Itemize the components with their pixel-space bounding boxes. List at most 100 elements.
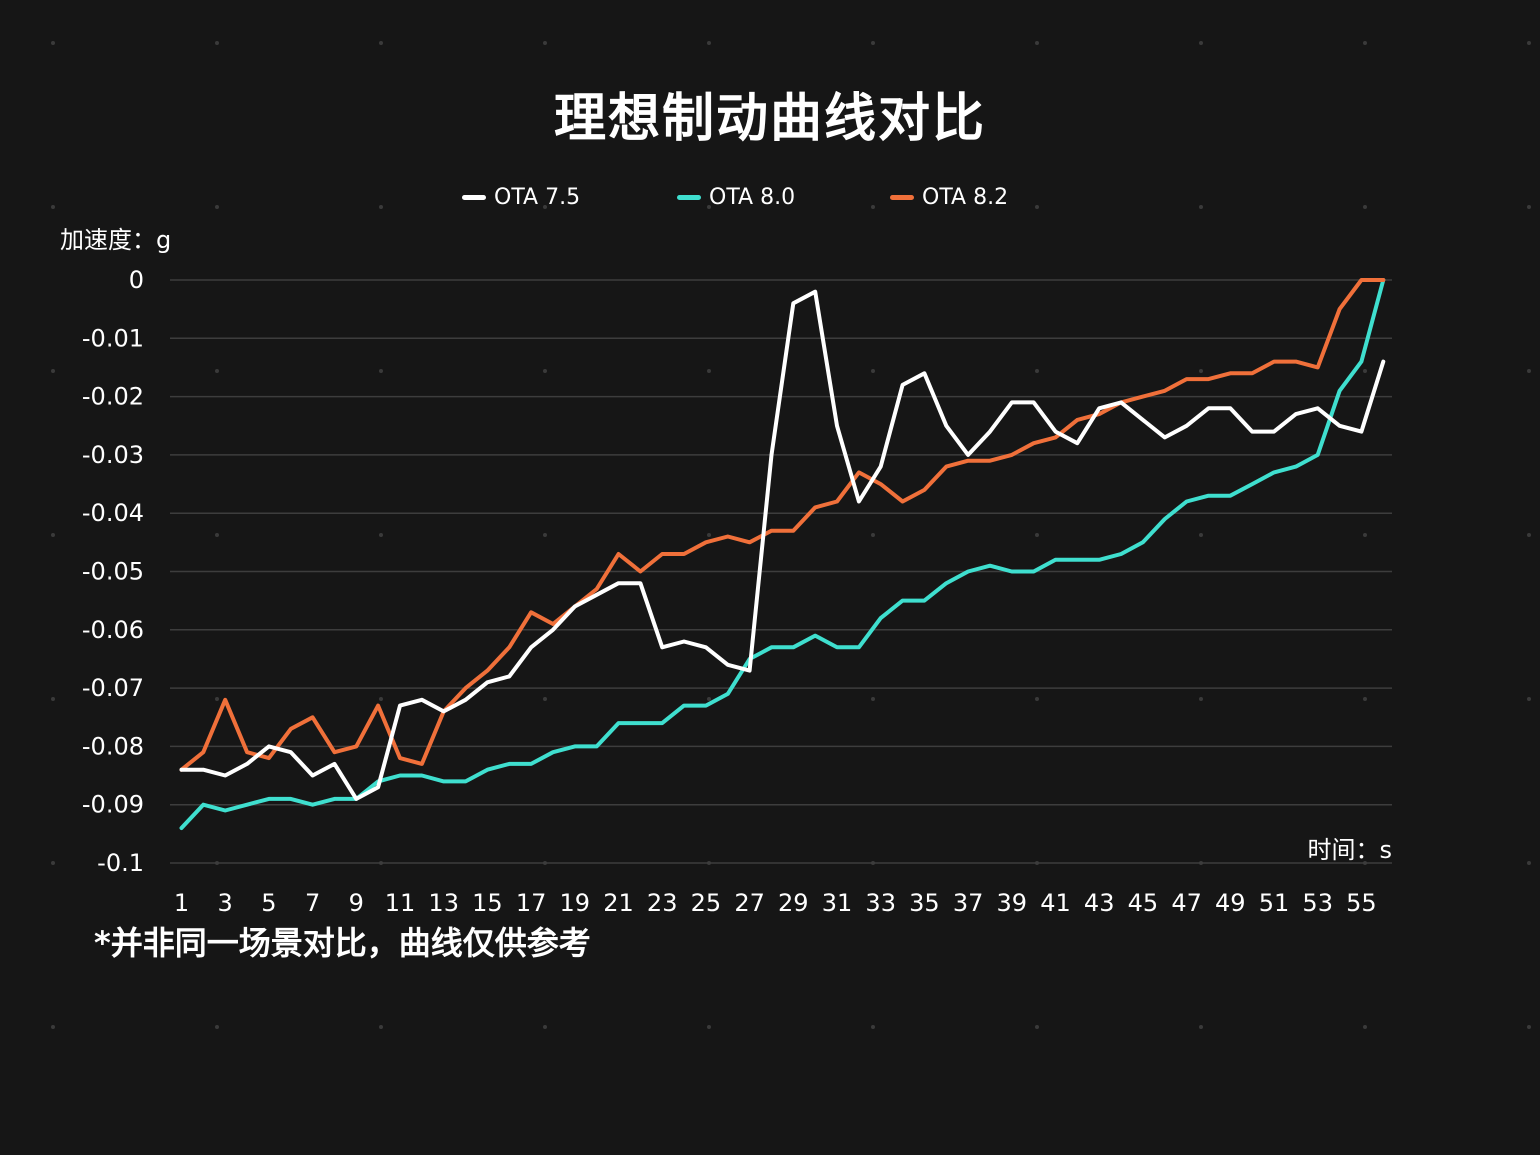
background-dot bbox=[1363, 1025, 1367, 1029]
background-dot bbox=[1035, 1025, 1039, 1029]
x-tick-label: 51 bbox=[1259, 889, 1290, 917]
x-tick-label: 53 bbox=[1302, 889, 1333, 917]
background-dot bbox=[707, 1025, 711, 1029]
background-dot bbox=[707, 697, 711, 701]
x-tick-label: 9 bbox=[349, 889, 364, 917]
x-tick-label: 35 bbox=[909, 889, 940, 917]
background-dot bbox=[871, 41, 875, 45]
chart-title: 理想制动曲线对比 bbox=[553, 89, 986, 149]
background-dot-grid bbox=[51, 41, 1531, 1029]
x-tick-label: 13 bbox=[428, 889, 459, 917]
x-tick-label: 49 bbox=[1215, 889, 1246, 917]
background-dot bbox=[1363, 205, 1367, 209]
background-dot bbox=[543, 697, 547, 701]
background-dot bbox=[1199, 41, 1203, 45]
x-tick-label: 11 bbox=[385, 889, 416, 917]
y-tick-label: -0.1 bbox=[97, 849, 144, 877]
x-tick-label: 7 bbox=[305, 889, 320, 917]
legend-label: OTA 7.5 bbox=[494, 184, 581, 210]
y-tick-label: -0.03 bbox=[82, 441, 144, 469]
background-dot bbox=[1035, 205, 1039, 209]
background-dot bbox=[543, 369, 547, 373]
background-dot bbox=[1527, 205, 1531, 209]
background-dot bbox=[871, 1025, 875, 1029]
background-dot bbox=[379, 697, 383, 701]
background-dot bbox=[1199, 205, 1203, 209]
background-dot bbox=[379, 1025, 383, 1029]
background-dot bbox=[1527, 1025, 1531, 1029]
background-dot bbox=[871, 369, 875, 373]
x-tick-label: 1 bbox=[174, 889, 189, 917]
y-tick-label: -0.09 bbox=[82, 791, 144, 819]
x-tick-label: 31 bbox=[822, 889, 853, 917]
background-dot bbox=[871, 697, 875, 701]
background-dot bbox=[543, 41, 547, 45]
background-dot bbox=[543, 1025, 547, 1029]
background-dot bbox=[1527, 697, 1531, 701]
background-dot bbox=[1199, 369, 1203, 373]
x-tick-label: 23 bbox=[647, 889, 678, 917]
series-line-ota-8-2 bbox=[179, 278, 1386, 772]
background-dot bbox=[1363, 697, 1367, 701]
background-dot bbox=[379, 205, 383, 209]
series-lines bbox=[179, 278, 1386, 830]
legend-item-ota-7-5: OTA 7.5 bbox=[462, 182, 580, 212]
background-dot bbox=[215, 1025, 219, 1029]
background-dot bbox=[51, 533, 55, 537]
y-tick-label: -0.06 bbox=[82, 616, 144, 644]
background-dot bbox=[707, 41, 711, 45]
legend-label: OTA 8.0 bbox=[709, 184, 796, 210]
background-dot bbox=[543, 205, 547, 209]
x-tick-label: 41 bbox=[1040, 889, 1071, 917]
x-tick-label: 45 bbox=[1128, 889, 1159, 917]
background-dot bbox=[543, 533, 547, 537]
x-tick-label: 21 bbox=[603, 889, 634, 917]
x-tick-label: 17 bbox=[516, 889, 547, 917]
background-dot bbox=[215, 369, 219, 373]
x-tick-label: 29 bbox=[778, 889, 809, 917]
y-tick-label: -0.08 bbox=[82, 732, 144, 760]
x-tick-label: 19 bbox=[560, 889, 591, 917]
background-dot bbox=[51, 697, 55, 701]
background-dot bbox=[1527, 533, 1531, 537]
background-dot bbox=[1527, 861, 1531, 865]
legend-item-ota-8-0: OTA 8.0 bbox=[677, 182, 795, 212]
background-dot bbox=[215, 205, 219, 209]
y-tick-label: -0.02 bbox=[82, 383, 144, 411]
background-dot bbox=[215, 41, 219, 45]
background-dot bbox=[51, 369, 55, 373]
x-tick-label: 47 bbox=[1171, 889, 1202, 917]
background-dot bbox=[51, 41, 55, 45]
background-dot bbox=[871, 205, 875, 209]
series-line-ota-7-5 bbox=[179, 289, 1386, 801]
x-tick-label: 39 bbox=[997, 889, 1028, 917]
background-dot bbox=[51, 861, 55, 865]
background-dot bbox=[215, 697, 219, 701]
footnote: *并非同一场景对比，曲线仅供参考 bbox=[94, 924, 591, 962]
legend: OTA 7.5 OTA 8.0 OTA 8.2 bbox=[0, 182, 1540, 212]
y-axis-tick-labels: 0 -0.01 -0.02 -0.03 -0.04 -0.05 -0.06 -0.07 -0.0… bbox=[82, 266, 144, 877]
background-dot bbox=[1199, 1025, 1203, 1029]
background-dot bbox=[1527, 41, 1531, 45]
background-dot bbox=[1363, 533, 1367, 537]
x-tick-label: 3 bbox=[218, 889, 233, 917]
x-tick-label: 25 bbox=[691, 889, 722, 917]
background-dot bbox=[1363, 41, 1367, 45]
x-tick-label: 37 bbox=[953, 889, 984, 917]
legend-swatch-ota-8-0 bbox=[677, 194, 701, 200]
background-dot bbox=[1035, 533, 1039, 537]
x-axis-tick-labels: 1 3 5 7 9 11 13 15 17 19 21 23 25 27 29 31 33 35 37 39 41 43 4… bbox=[174, 889, 1377, 917]
background-dot bbox=[1035, 369, 1039, 373]
x-tick-label: 33 bbox=[865, 889, 896, 917]
y-tick-label: -0.05 bbox=[82, 558, 144, 586]
background-dot bbox=[379, 369, 383, 373]
legend-item-ota-8-2: OTA 8.2 bbox=[890, 182, 1008, 212]
background-dot bbox=[871, 533, 875, 537]
background-dot bbox=[1527, 369, 1531, 373]
background-dot bbox=[51, 1025, 55, 1029]
legend-label: OTA 8.2 bbox=[922, 184, 1009, 210]
background-dot bbox=[1363, 369, 1367, 373]
background-dot bbox=[1199, 533, 1203, 537]
